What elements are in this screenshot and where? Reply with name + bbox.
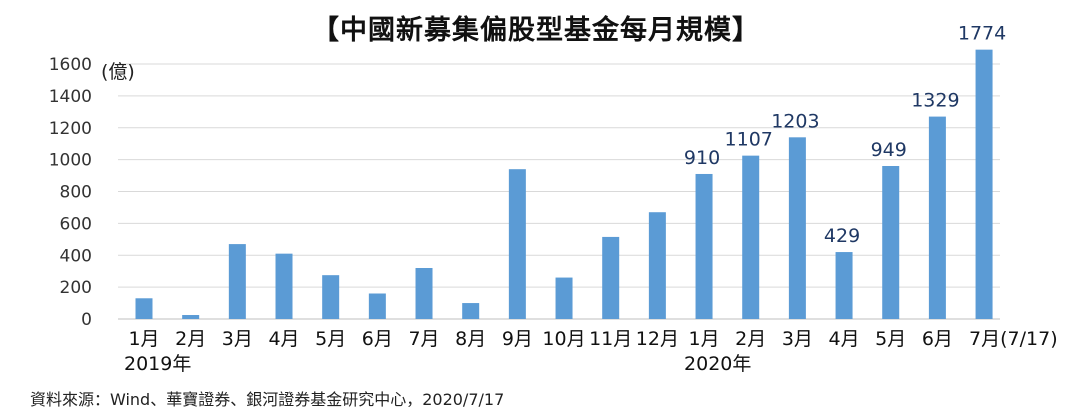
y-tick-label: 1400 xyxy=(49,87,92,107)
bar-11 xyxy=(602,236,620,319)
x-tick-label: 2月 xyxy=(735,328,766,350)
x-tick-label: 1月 xyxy=(128,328,159,350)
bar-18 xyxy=(928,116,946,319)
bar-5 xyxy=(322,275,340,319)
x-tick-label: 6月 xyxy=(922,328,953,350)
data-label: 429 xyxy=(824,225,860,247)
bar-9 xyxy=(508,169,526,319)
x-tick-label: 12月 xyxy=(636,328,679,350)
y-tick-label: 1000 xyxy=(49,151,92,171)
bar-13 xyxy=(695,173,713,319)
data-label: 949 xyxy=(871,139,907,161)
x-tick-label: 8月 xyxy=(455,328,486,350)
bar-17 xyxy=(882,166,900,319)
bar-3 xyxy=(228,244,246,319)
x-tick-label: 4月 xyxy=(268,328,299,350)
x-tick-label: 2月 xyxy=(175,328,206,350)
source-note: 資料來源：Wind、華寶證券、銀河證券基金研究中心，2020/7/17 xyxy=(30,390,505,409)
x-tick-label: 6月 xyxy=(362,328,393,350)
bar-2 xyxy=(182,315,200,319)
y-axis-unit-label: (億) xyxy=(101,61,135,83)
x-tick-label: 3月 xyxy=(782,328,813,350)
bar-7 xyxy=(415,268,433,319)
bar-1 xyxy=(135,298,153,319)
x-tick-label: 3月 xyxy=(222,328,253,350)
data-label: 1203 xyxy=(771,110,819,132)
data-label: 910 xyxy=(684,147,720,169)
bar-6 xyxy=(368,293,386,319)
y-tick-label: 1200 xyxy=(49,119,92,139)
bar-19 xyxy=(975,49,993,319)
y-tick-label: 600 xyxy=(60,214,92,234)
x-tick-label: 7月(7/17) xyxy=(969,328,1058,350)
x-tick-label: 5月 xyxy=(315,328,346,350)
x-tick-label: 1月 xyxy=(688,328,719,350)
chart-title: 【中國新募集偏股型基金每月規模】 xyxy=(312,15,760,46)
y-tick-label: 1600 xyxy=(49,55,92,75)
bar-12 xyxy=(648,212,666,319)
y-tick-label: 800 xyxy=(60,183,92,203)
x-tick-label: 11月 xyxy=(589,328,632,350)
data-label: 1774 xyxy=(958,23,1006,45)
bar-15 xyxy=(788,137,806,319)
x-tick-label: 5月 xyxy=(875,328,906,350)
bar-16 xyxy=(835,252,853,319)
year-label: 2019年 xyxy=(124,353,191,375)
y-tick-label: 400 xyxy=(60,246,92,266)
bar-8 xyxy=(462,303,480,319)
bar-10 xyxy=(555,277,573,319)
y-tick-label: 0 xyxy=(81,310,92,330)
x-tick-label: 10月 xyxy=(542,328,585,350)
bar-4 xyxy=(275,253,293,319)
x-tick-label: 9月 xyxy=(502,328,533,350)
data-label: 1329 xyxy=(911,90,959,112)
x-tick-label: 4月 xyxy=(829,328,860,350)
data-label: 1107 xyxy=(725,129,773,151)
year-label: 2020年 xyxy=(684,353,751,375)
x-tick-label: 7月 xyxy=(408,328,439,350)
bar-14 xyxy=(742,155,760,319)
y-tick-label: 200 xyxy=(60,278,92,298)
